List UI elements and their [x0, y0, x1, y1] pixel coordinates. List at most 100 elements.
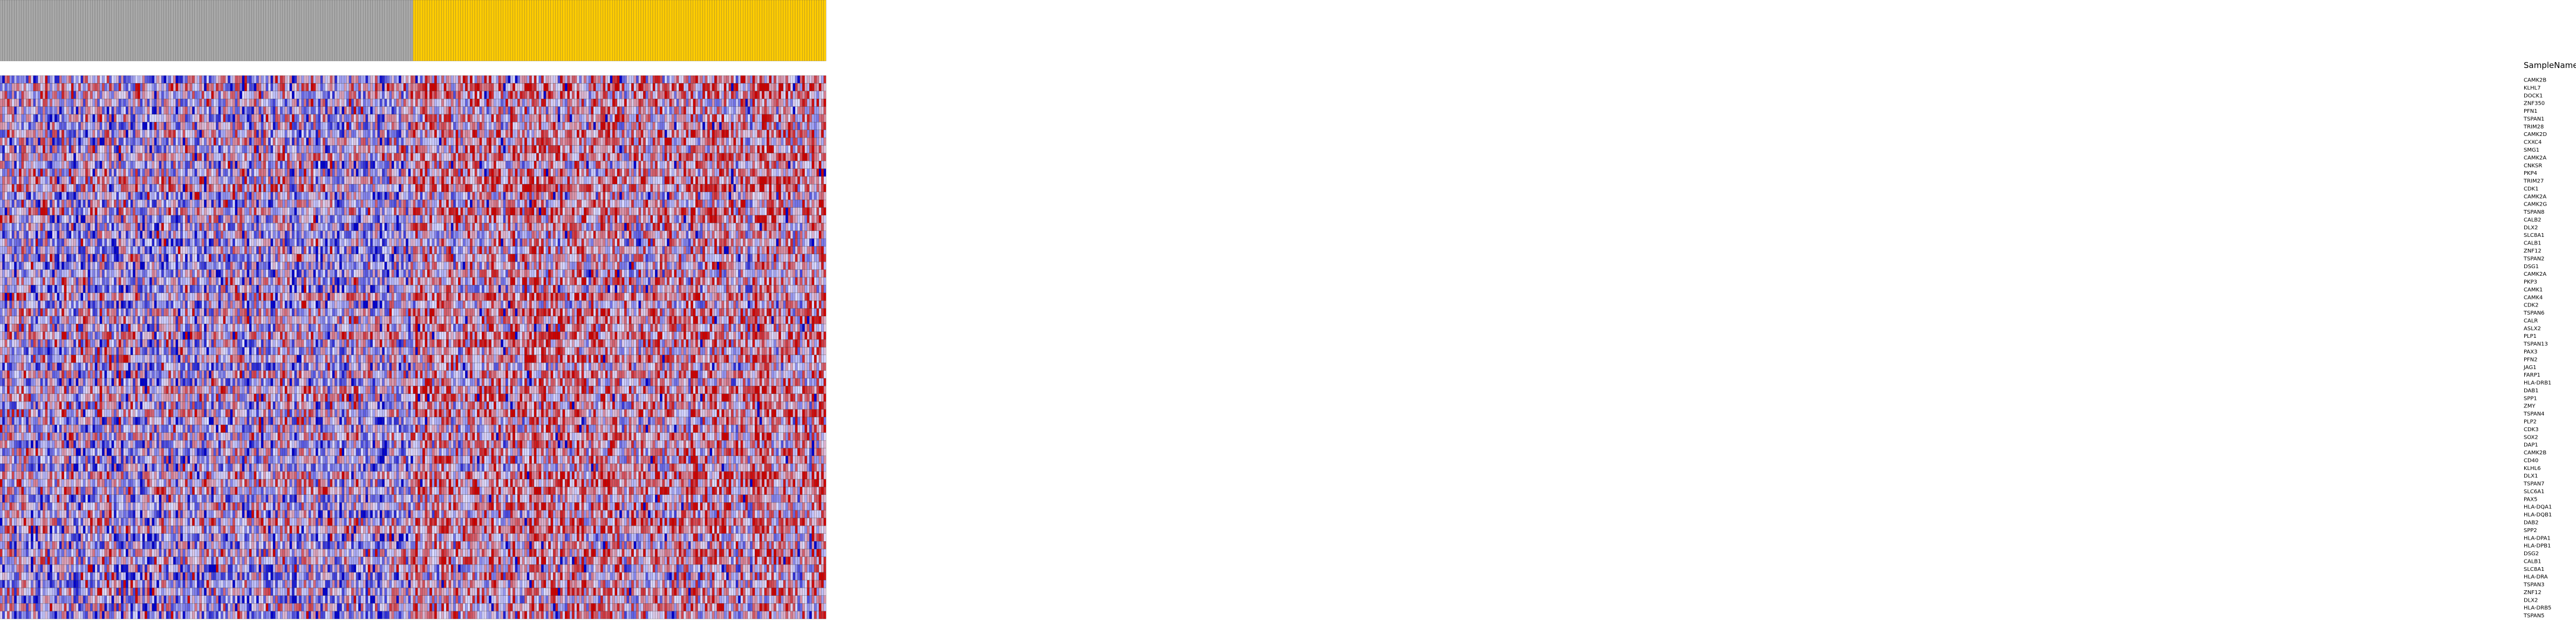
heatmap-cell[interactable] — [182, 99, 186, 107]
heatmap-cell[interactable] — [201, 75, 204, 84]
heatmap-cell[interactable] — [762, 91, 764, 99]
heatmap-cell[interactable] — [621, 168, 625, 177]
heatmap-cell[interactable] — [652, 99, 655, 107]
heatmap-cell[interactable] — [187, 137, 190, 146]
heatmap-cell[interactable] — [247, 114, 250, 122]
sample-group-cell[interactable] — [688, 0, 691, 62]
heatmap-cell[interactable] — [698, 91, 701, 99]
heatmap-cell[interactable] — [439, 106, 442, 115]
heatmap-cell[interactable] — [453, 161, 456, 169]
heatmap-cell[interactable] — [790, 91, 793, 99]
heatmap-cell[interactable] — [140, 106, 143, 115]
sample-group-cell[interactable] — [256, 0, 259, 62]
sample-group-cell[interactable] — [439, 0, 442, 62]
heatmap-cell[interactable] — [527, 153, 530, 161]
heatmap-cell[interactable] — [130, 114, 133, 122]
heatmap-cell[interactable] — [16, 106, 19, 115]
heatmap-cell[interactable] — [233, 106, 235, 115]
heatmap-cell[interactable] — [821, 99, 824, 107]
heatmap-cell[interactable] — [339, 168, 342, 177]
heatmap-cell[interactable] — [149, 153, 152, 161]
heatmap-cell[interactable] — [515, 99, 518, 107]
heatmap-cell[interactable] — [484, 153, 487, 161]
heatmap-cell[interactable] — [515, 161, 518, 169]
heatmap-cell[interactable] — [177, 176, 181, 185]
heatmap-cell[interactable] — [804, 106, 808, 115]
heatmap-cell[interactable] — [660, 83, 662, 91]
heatmap-cell[interactable] — [85, 168, 88, 177]
heatmap-cell[interactable] — [418, 75, 420, 84]
heatmap-cell[interactable] — [529, 91, 532, 99]
heatmap-cell[interactable] — [213, 161, 216, 169]
sample-group-cell[interactable] — [306, 0, 309, 62]
heatmap-cell[interactable] — [254, 91, 257, 99]
heatmap-cell[interactable] — [71, 176, 74, 185]
heatmap-cell[interactable] — [284, 106, 288, 115]
heatmap-cell[interactable] — [524, 161, 527, 169]
heatmap-cell[interactable] — [47, 122, 50, 130]
heatmap-cell[interactable] — [669, 145, 672, 153]
heatmap-cell[interactable] — [752, 106, 755, 115]
sample-group-cell[interactable] — [62, 0, 64, 62]
heatmap-cell[interactable] — [365, 145, 368, 153]
heatmap-cell[interactable] — [204, 114, 207, 122]
heatmap-cell[interactable] — [192, 176, 195, 185]
heatmap-cell[interactable] — [367, 168, 371, 177]
heatmap-cell[interactable] — [427, 91, 430, 99]
heatmap-cell[interactable] — [557, 145, 561, 153]
heatmap-cell[interactable] — [204, 83, 207, 91]
heatmap-cell[interactable] — [19, 122, 22, 130]
heatmap-cell[interactable] — [792, 99, 796, 107]
heatmap-cell[interactable] — [384, 153, 387, 161]
heatmap-cell[interactable] — [795, 130, 798, 138]
heatmap-cell[interactable] — [28, 75, 31, 84]
sample-group-cell[interactable] — [735, 0, 739, 62]
heatmap-cell[interactable] — [97, 176, 100, 185]
heatmap-cell[interactable] — [555, 153, 558, 161]
heatmap-cell[interactable] — [270, 83, 274, 91]
heatmap-cell[interactable] — [316, 137, 318, 146]
heatmap-cell[interactable] — [477, 83, 480, 91]
heatmap-cell[interactable] — [648, 122, 651, 130]
heatmap-cell[interactable] — [43, 91, 45, 99]
heatmap-cell[interactable] — [425, 168, 428, 177]
heatmap-cell[interactable] — [394, 99, 397, 107]
heatmap-cell[interactable] — [584, 130, 586, 138]
heatmap-cell[interactable] — [123, 130, 126, 138]
heatmap-cell[interactable] — [249, 106, 252, 115]
heatmap-cell[interactable] — [531, 122, 535, 130]
heatmap-cell[interactable] — [116, 122, 119, 130]
heatmap-cell[interactable] — [721, 106, 725, 115]
heatmap-cell[interactable] — [403, 83, 406, 91]
heatmap-cell[interactable] — [233, 75, 235, 84]
heatmap-cell[interactable] — [201, 137, 204, 146]
heatmap-cell[interactable] — [102, 153, 105, 161]
heatmap-cell[interactable] — [621, 75, 625, 84]
heatmap-cell[interactable] — [802, 130, 805, 138]
heatmap-cell[interactable] — [648, 75, 651, 84]
heatmap-cell[interactable] — [513, 99, 515, 107]
heatmap-cell[interactable] — [54, 83, 57, 91]
heatmap-cell[interactable] — [367, 91, 371, 99]
heatmap-cell[interactable] — [73, 168, 76, 177]
heatmap-cell[interactable] — [752, 83, 755, 91]
heatmap-cell[interactable] — [332, 130, 335, 138]
heatmap-cell[interactable] — [743, 153, 746, 161]
heatmap-cell[interactable] — [284, 75, 288, 84]
heatmap-cell[interactable] — [589, 75, 591, 84]
heatmap-cell[interactable] — [116, 168, 119, 177]
heatmap-cell[interactable] — [26, 130, 29, 138]
heatmap-cell[interactable] — [104, 122, 107, 130]
heatmap-cell[interactable] — [292, 114, 295, 122]
heatmap-cell[interactable] — [491, 83, 494, 91]
heatmap-cell[interactable] — [185, 75, 188, 84]
heatmap-cell[interactable] — [306, 145, 309, 153]
heatmap-cell[interactable] — [517, 114, 520, 122]
heatmap-cell[interactable] — [206, 161, 209, 169]
heatmap-cell[interactable] — [282, 114, 285, 122]
heatmap-cell[interactable] — [130, 91, 133, 99]
heatmap-cell[interactable] — [116, 153, 119, 161]
heatmap-cell[interactable] — [349, 137, 352, 146]
heatmap-cell[interactable] — [510, 75, 513, 84]
heatmap-cell[interactable] — [818, 122, 822, 130]
